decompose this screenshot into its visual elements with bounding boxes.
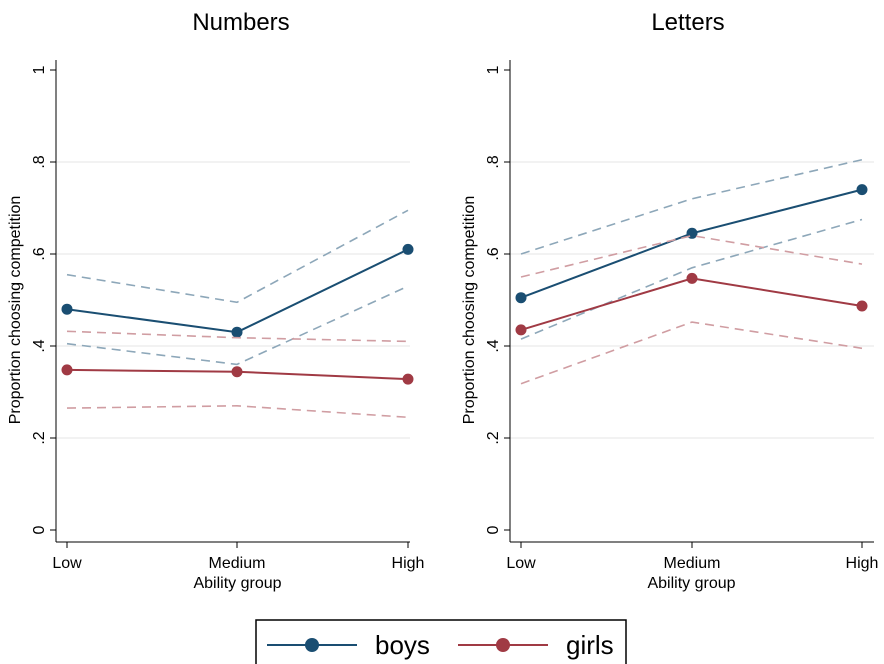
y-tick-label: .8: [31, 155, 48, 168]
legend: boys girls: [255, 619, 627, 664]
ci-line-upper: [520, 234, 863, 278]
data-point: [856, 184, 868, 196]
y-tick-label: .6: [31, 247, 48, 260]
series-boys: [515, 158, 868, 340]
legend-marker: [496, 638, 510, 652]
y-tick-label: .2: [485, 431, 502, 444]
data-point: [231, 366, 243, 378]
x-tick-label: High: [392, 555, 425, 572]
ci-line-upper: [520, 158, 863, 255]
ci-line-lower: [520, 321, 863, 385]
chart-panels: Numbers 0 .2 .4 .6 .8 1 Proportion choosing com…: [7, 9, 878, 592]
data-point: [402, 243, 414, 255]
series-line: [66, 248, 409, 334]
series-girls: [515, 234, 868, 385]
panel-2: Letters 0 .2 .4 .6 .8 1 Proportion choosing com…: [461, 9, 878, 592]
y-axis-label: Proportion choosing competition: [461, 196, 478, 425]
data-point: [61, 364, 73, 376]
x-tick-label: High: [846, 555, 879, 572]
ci-line-lower: [66, 404, 409, 419]
data-point: [61, 303, 73, 315]
series-girls: [61, 330, 414, 419]
series-boys: [61, 209, 414, 366]
y-tick-label: 1: [485, 65, 502, 74]
y-tick-label: .2: [31, 431, 48, 444]
legend-item-girls: girls: [458, 630, 614, 660]
legend-item-boys: boys: [267, 630, 430, 660]
x-tick-label: Low: [506, 555, 536, 572]
y-tick-label: 0: [31, 525, 48, 534]
ci-line-lower: [520, 218, 863, 340]
chart-title: Numbers: [192, 9, 289, 36]
y-tick-label: .8: [485, 155, 502, 168]
x-tick-label: Low: [52, 555, 82, 572]
data-point: [231, 326, 243, 338]
x-tick-label: Medium: [209, 555, 266, 572]
data-point: [856, 300, 868, 312]
y-tick-label: 1: [31, 65, 48, 74]
y-tick-label: 0: [485, 525, 502, 534]
panel-1: Numbers 0 .2 .4 .6 .8 1 Proportion choosing com…: [7, 9, 424, 592]
data-point: [686, 272, 698, 284]
data-point: [515, 292, 527, 304]
y-tick-label: .4: [485, 339, 502, 352]
y-tick-label: .6: [485, 247, 502, 260]
x-tick-label: Medium: [664, 555, 721, 572]
x-axis-label: Ability group: [647, 575, 735, 592]
y-tick-label: .4: [31, 339, 48, 352]
chart-title: Letters: [651, 9, 724, 36]
ci-line-lower: [66, 285, 409, 366]
x-axis-label: Ability group: [193, 575, 281, 592]
ci-line-upper: [66, 209, 409, 304]
ci-line-upper: [66, 330, 409, 343]
legend-label: girls: [566, 630, 614, 660]
y-axis-label: Proportion choosing competition: [7, 196, 24, 425]
legend-marker: [305, 638, 319, 652]
data-point: [515, 324, 527, 336]
data-point: [402, 373, 414, 385]
legend-label: boys: [375, 630, 430, 660]
